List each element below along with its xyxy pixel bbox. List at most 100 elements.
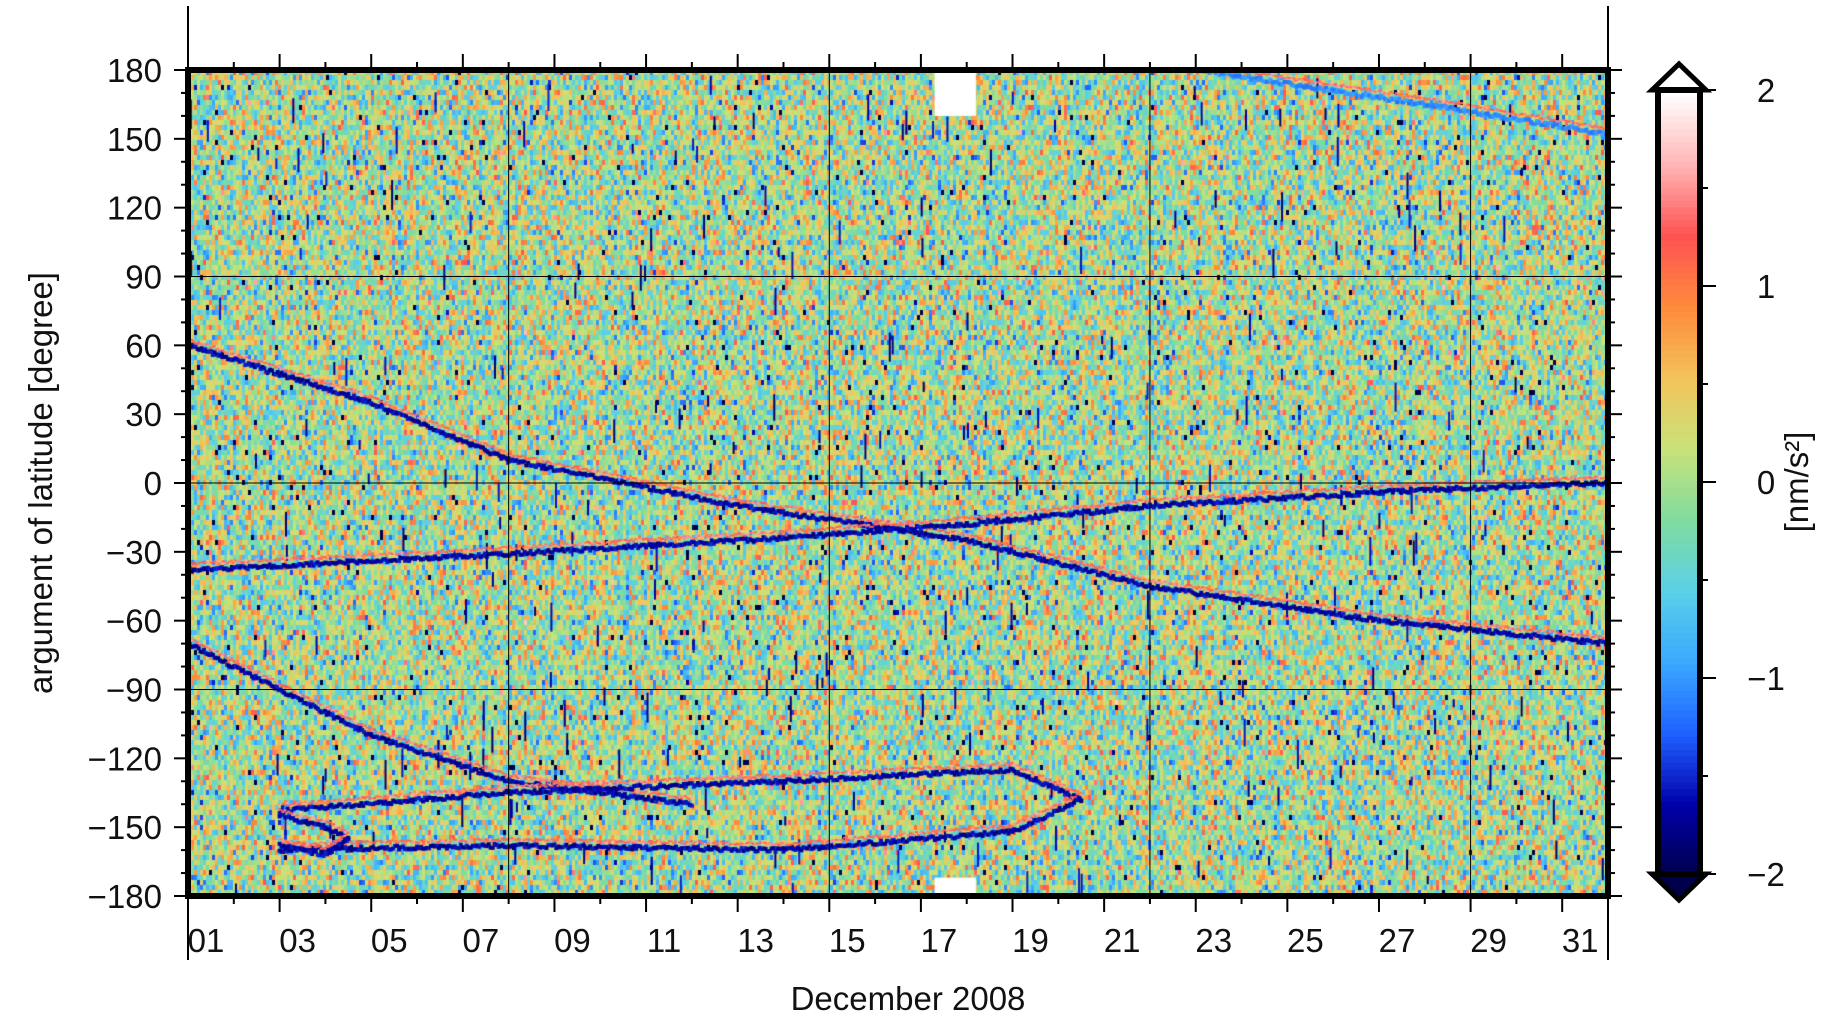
colorbar-segment bbox=[1658, 214, 1700, 222]
colorbar-segment bbox=[1658, 697, 1700, 706]
colorbar-segment bbox=[1658, 103, 1700, 111]
x-tick-label: 03 bbox=[279, 922, 316, 959]
colorbar-segment bbox=[1658, 808, 1700, 817]
x-tick-label: 27 bbox=[1379, 922, 1416, 959]
x-tick-label: 19 bbox=[1012, 922, 1049, 959]
y-tick-label: −30 bbox=[106, 534, 162, 571]
y-tick-label: −180 bbox=[88, 878, 162, 915]
colorbar-segment bbox=[1658, 664, 1700, 673]
colorbar-segment bbox=[1658, 122, 1700, 131]
colorbar-segment bbox=[1658, 828, 1700, 836]
colorbar-segment bbox=[1658, 573, 1700, 581]
colorbar-segment bbox=[1658, 671, 1700, 679]
colorbar-segment bbox=[1658, 625, 1700, 634]
colorbar-segment bbox=[1658, 351, 1700, 359]
colorbar-segment bbox=[1658, 743, 1700, 751]
colorbar-segment bbox=[1658, 834, 1700, 843]
colorbar-segment bbox=[1658, 501, 1700, 510]
colorbar-segment bbox=[1658, 821, 1700, 830]
colorbar-segment bbox=[1658, 619, 1700, 627]
colorbar-segment bbox=[1658, 802, 1700, 810]
colorbar-segment bbox=[1658, 292, 1700, 301]
colorbar-segment bbox=[1658, 207, 1700, 216]
colorbar-segment bbox=[1658, 749, 1700, 758]
x-tick-label: 23 bbox=[1195, 922, 1232, 959]
colorbar-segment bbox=[1658, 789, 1700, 797]
x-tick-label: 01 bbox=[188, 922, 225, 959]
colorbar-segment bbox=[1658, 299, 1700, 307]
gridlines bbox=[188, 70, 1608, 896]
colorbar-segment bbox=[1658, 416, 1700, 425]
colorbar-segment bbox=[1658, 521, 1700, 529]
colorbar-segment bbox=[1658, 795, 1700, 804]
colorbar-segment bbox=[1658, 109, 1700, 118]
colorbar-segment bbox=[1658, 370, 1700, 379]
colorbar-segment bbox=[1658, 364, 1700, 372]
colorbar-segment bbox=[1658, 691, 1700, 699]
colorbar-segment bbox=[1658, 390, 1700, 399]
colorbar-segment bbox=[1658, 495, 1700, 503]
x-tick-label: 07 bbox=[462, 922, 499, 959]
colorbar-tick-label: 0 bbox=[1757, 464, 1775, 501]
colorbar-segment bbox=[1658, 730, 1700, 738]
colorbar-segment bbox=[1658, 586, 1700, 595]
x-tick-label: 15 bbox=[829, 922, 866, 959]
colorbar-segment bbox=[1658, 286, 1700, 294]
colorbar-segment bbox=[1658, 240, 1700, 248]
x-tick-label: 09 bbox=[554, 922, 591, 959]
colorbar-segment bbox=[1658, 397, 1700, 405]
colorbar-segment bbox=[1658, 769, 1700, 777]
colorbar-segment bbox=[1658, 194, 1700, 203]
x-tick-label: 11 bbox=[647, 922, 681, 959]
colorbar-segment bbox=[1658, 782, 1700, 791]
colorbar-segment bbox=[1658, 540, 1700, 549]
colorbar-segment bbox=[1658, 527, 1700, 536]
colorbar-segment bbox=[1658, 201, 1700, 209]
colorbar-segment bbox=[1658, 651, 1700, 660]
colorbar-segment bbox=[1658, 377, 1700, 385]
x-tick-label: 25 bbox=[1287, 922, 1324, 959]
colorbar-segment bbox=[1658, 227, 1700, 235]
colorbar-segment bbox=[1658, 266, 1700, 274]
colorbar-segment bbox=[1658, 684, 1700, 693]
colorbar-segment bbox=[1658, 148, 1700, 157]
colorbar-segment bbox=[1658, 566, 1700, 575]
colorbar-segment bbox=[1658, 482, 1700, 490]
colorbar-segment bbox=[1658, 762, 1700, 771]
colorbar-segment bbox=[1658, 338, 1700, 346]
colorbar-segment bbox=[1658, 553, 1700, 562]
colorbar-segment bbox=[1658, 560, 1700, 568]
colorbar-segment bbox=[1658, 514, 1700, 523]
y-tick-label: 180 bbox=[107, 52, 162, 89]
y-tick-label: −90 bbox=[106, 672, 162, 709]
colorbar-segment bbox=[1658, 403, 1700, 412]
x-tick-label: 13 bbox=[737, 922, 774, 959]
colorbar-segment bbox=[1658, 449, 1700, 457]
colorbar-segment bbox=[1658, 253, 1700, 261]
colorbar-segment bbox=[1658, 90, 1700, 98]
colorbar-segment bbox=[1658, 318, 1700, 327]
colorbar-segment bbox=[1658, 455, 1700, 464]
colorbar-tick-label: −1 bbox=[1747, 660, 1785, 697]
colorbar-segment bbox=[1658, 508, 1700, 516]
colorbar-segment bbox=[1658, 475, 1700, 483]
colorbar-segment bbox=[1658, 331, 1700, 340]
colorbar-segment bbox=[1658, 704, 1700, 712]
y-tick-label: −150 bbox=[88, 809, 162, 846]
colorbar: 2 1 0 −1 −2 [nm/s²] bbox=[1645, 60, 1815, 904]
y-axis-title: argument of latitude [degree] bbox=[22, 272, 59, 694]
colorbar-segment bbox=[1658, 847, 1700, 856]
y-tick-label: 120 bbox=[107, 190, 162, 227]
axes: 180 150 120 90 60 30 0 −30 −60 −90 −120 −150 −180 01 0… bbox=[22, 6, 1622, 1017]
y-tick-label: 0 bbox=[144, 465, 162, 502]
y-tick-label: 60 bbox=[125, 327, 162, 364]
y-tick-label: 30 bbox=[125, 396, 162, 433]
y-tick-label: 150 bbox=[107, 121, 162, 158]
colorbar-segment bbox=[1658, 815, 1700, 823]
colorbar-segment bbox=[1658, 599, 1700, 608]
colorbar-segment bbox=[1658, 645, 1700, 653]
colorbar-segment bbox=[1658, 658, 1700, 666]
colorbar-segment bbox=[1658, 606, 1700, 614]
